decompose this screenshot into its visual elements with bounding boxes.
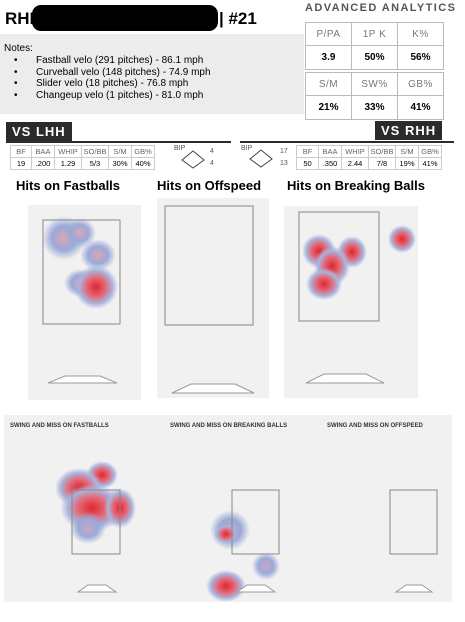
- redacted-name: [32, 5, 218, 31]
- lhh-diamond-icon: [181, 150, 205, 169]
- hits-breaking-heatmap: [298, 211, 416, 384]
- hits-breaking-title: Hits on Breaking Balls: [287, 178, 425, 193]
- rhh-value: .350: [318, 157, 342, 170]
- lhh-header: SO/BB: [81, 145, 109, 158]
- lhh-value: 19: [10, 157, 32, 170]
- rhh-value: 2.44: [341, 157, 369, 170]
- rhh-bip-label: BIP: [241, 145, 253, 152]
- aa-value: 41%: [397, 95, 444, 120]
- hits-breaking-panel: [284, 206, 418, 398]
- aa-header: 1P K: [351, 22, 398, 46]
- lhh-bip-bottom: 4: [210, 160, 214, 167]
- pitcher-role: RHP: [5, 9, 41, 28]
- lhh-value: 1.29: [54, 157, 82, 170]
- rhh-header: BAA: [318, 145, 342, 158]
- aa-value: 21%: [305, 95, 352, 120]
- aa-value: 50%: [351, 45, 398, 70]
- aa-value: 33%: [351, 95, 398, 120]
- aa-value: 3.9: [305, 45, 352, 70]
- lhh-value: 30%: [108, 157, 132, 170]
- vs-lhh-table: BF BAA WHIP SO/BB S/M GB% 19 .200 1.29 5…: [10, 145, 155, 170]
- swing-miss-fastballs-title: SWING AND MISS ON FASTBALLS: [10, 423, 109, 429]
- note-item: Changeup velo (1 pitches) - 81.0 mph: [14, 90, 211, 102]
- lhh-value: 5/3: [81, 157, 109, 170]
- rhh-value: 19%: [395, 157, 419, 170]
- aa-value: 56%: [397, 45, 444, 70]
- vs-lhh-badge: VS LHH: [6, 122, 72, 141]
- swing-miss-breaking-heatmap: [206, 489, 280, 602]
- aa-header: S/M: [305, 72, 352, 96]
- swing-miss-offspeed-zone: [389, 489, 438, 593]
- note-item: Curveball velo (148 pitches) - 74.9 mph: [14, 67, 211, 79]
- advanced-analytics-table-2: S/M SW% GB% 21% 33% 41%: [305, 72, 444, 120]
- lhh-bip-label: BIP: [174, 145, 186, 152]
- rhh-header: WHIP: [341, 145, 369, 158]
- hits-fastballs-heatmap: [42, 216, 121, 384]
- lhh-value: 40%: [131, 157, 155, 170]
- hits-fastballs-title: Hits on Fastballs: [16, 178, 121, 193]
- vs-lhh-divider: [6, 141, 231, 143]
- vs-rhh-divider: [240, 141, 454, 143]
- rhh-bip-top: 17: [280, 148, 288, 155]
- lhh-value: .200: [31, 157, 55, 170]
- aa-header: GB%: [397, 72, 444, 96]
- note-item: Slider velo (18 pitches) - 76.8 mph: [14, 78, 211, 90]
- rhh-diamond-icon: [249, 149, 273, 168]
- pitcher-number: | #21: [219, 9, 257, 28]
- swing-miss-fastballs-heatmap: [55, 461, 136, 593]
- hits-offspeed-zone: [164, 205, 255, 394]
- aa-header: SW%: [351, 72, 398, 96]
- rhh-bip-bottom: 13: [280, 160, 288, 167]
- rhh-value: 7/8: [368, 157, 396, 170]
- swing-miss-breaking-title: SWING AND MISS ON BREAKING BALLS: [170, 423, 288, 429]
- notes-title: Notes:: [4, 43, 33, 54]
- vs-rhh-badge: VS RHH: [375, 121, 443, 140]
- rhh-header: BF: [296, 145, 319, 158]
- lhh-header: WHIP: [54, 145, 82, 158]
- hits-offspeed-panel: [157, 198, 269, 398]
- hits-offspeed-title: Hits on Offspeed: [157, 178, 262, 193]
- advanced-analytics-table-1: P/PA 1P K K% 3.9 50% 56%: [305, 22, 444, 70]
- notes-list: Fastball velo (291 pitches) - 86.1 mph C…: [14, 55, 211, 101]
- lhh-bip-top: 4: [210, 148, 214, 155]
- rhh-value: 41%: [418, 157, 442, 170]
- aa-header: P/PA: [305, 22, 352, 46]
- note-item: Fastball velo (291 pitches) - 86.1 mph: [14, 55, 211, 67]
- lhh-header: BAA: [31, 145, 55, 158]
- rhh-header: SO/BB: [368, 145, 396, 158]
- lhh-header: S/M: [108, 145, 132, 158]
- swing-miss-offspeed-title: SWING AND MISS ON OFFSPEED: [327, 423, 423, 429]
- rhh-value: 50: [296, 157, 319, 170]
- rhh-header: S/M: [395, 145, 419, 158]
- swing-miss-heatmaps: [55, 461, 438, 602]
- advanced-analytics-title: ADVANCED ANALYTICS: [305, 2, 457, 14]
- aa-header: K%: [397, 22, 444, 46]
- lhh-header: GB%: [131, 145, 155, 158]
- lhh-header: BF: [10, 145, 32, 158]
- vs-rhh-table: BF BAA WHIP SO/BB S/M GB% 50 .350 2.44 7…: [296, 145, 442, 170]
- hits-fastballs-panel: [28, 205, 141, 400]
- rhh-header: GB%: [418, 145, 442, 158]
